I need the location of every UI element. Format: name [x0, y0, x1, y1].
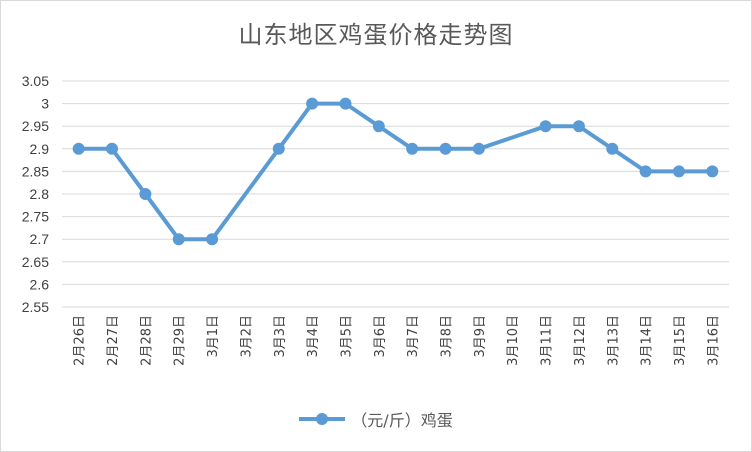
- x-tick-label: 3月13日: [606, 315, 621, 366]
- y-tick-label: 2.95: [22, 118, 49, 134]
- data-point: [272, 142, 285, 155]
- x-tick-label: 3月7日: [406, 315, 421, 358]
- legend-line-marker-icon: [299, 413, 346, 425]
- chart-legend: （元/斤）鸡蛋: [1, 407, 751, 431]
- data-point: [439, 142, 452, 155]
- x-tick-label: 3月14日: [640, 315, 655, 366]
- x-tick-label: 3月9日: [473, 315, 488, 358]
- x-tick-label: 3月1日: [206, 315, 221, 358]
- x-tick-label: 3月11日: [540, 315, 555, 366]
- x-tick-label: 3月10日: [506, 315, 521, 366]
- data-point: [472, 142, 485, 155]
- y-tick-label: 2.7: [30, 231, 50, 247]
- data-point: [206, 233, 219, 246]
- x-tick-label: 3月16日: [706, 315, 721, 366]
- series-line: [76, 101, 715, 242]
- data-point: [339, 97, 352, 110]
- y-tick-label: 2.65: [22, 254, 49, 270]
- y-tick-label: 2.75: [22, 209, 49, 225]
- data-point: [572, 120, 585, 133]
- y-tick-label: 3: [41, 96, 49, 112]
- data-point: [706, 165, 719, 178]
- chart-title: 山东地区鸡蛋价格走势图: [238, 21, 514, 49]
- y-tick-label: 2.8: [30, 186, 50, 202]
- data-point: [139, 188, 152, 200]
- legend-label: （元/斤）鸡蛋: [351, 411, 453, 430]
- data-point: [539, 120, 552, 133]
- x-tick-label: 3月8日: [440, 315, 455, 358]
- data-point: [672, 165, 685, 178]
- data-point: [306, 97, 319, 110]
- x-tick-label: 2月26日: [73, 315, 88, 366]
- legend-item: （元/斤）鸡蛋: [299, 407, 453, 431]
- x-tick-label: 3月2日: [239, 315, 254, 358]
- x-tick-label: 3月12日: [573, 315, 588, 366]
- data-point: [106, 142, 119, 155]
- y-tick-label: 2.9: [30, 141, 50, 157]
- x-tick-label: 2月29日: [173, 315, 188, 366]
- x-tick-label: 2月28日: [139, 315, 154, 366]
- data-point: [372, 120, 385, 133]
- x-tick-label: 3月4日: [306, 315, 321, 358]
- x-tick-label: 3月6日: [373, 315, 388, 358]
- data-point: [406, 142, 419, 155]
- data-point: [172, 233, 185, 246]
- x-tick-label: 2月27日: [106, 315, 121, 366]
- x-tick-label: 3月5日: [339, 315, 354, 358]
- x-tick-label: 3月3日: [273, 315, 288, 358]
- data-point: [72, 142, 85, 155]
- y-tick-label: 2.55: [22, 299, 49, 315]
- x-tick-label: 3月15日: [673, 315, 688, 366]
- y-tick-label: 3.05: [22, 73, 49, 89]
- data-point: [606, 142, 619, 155]
- y-tick-label: 2.85: [22, 163, 49, 179]
- y-tick-label: 2.6: [30, 276, 50, 292]
- data-point: [639, 165, 652, 178]
